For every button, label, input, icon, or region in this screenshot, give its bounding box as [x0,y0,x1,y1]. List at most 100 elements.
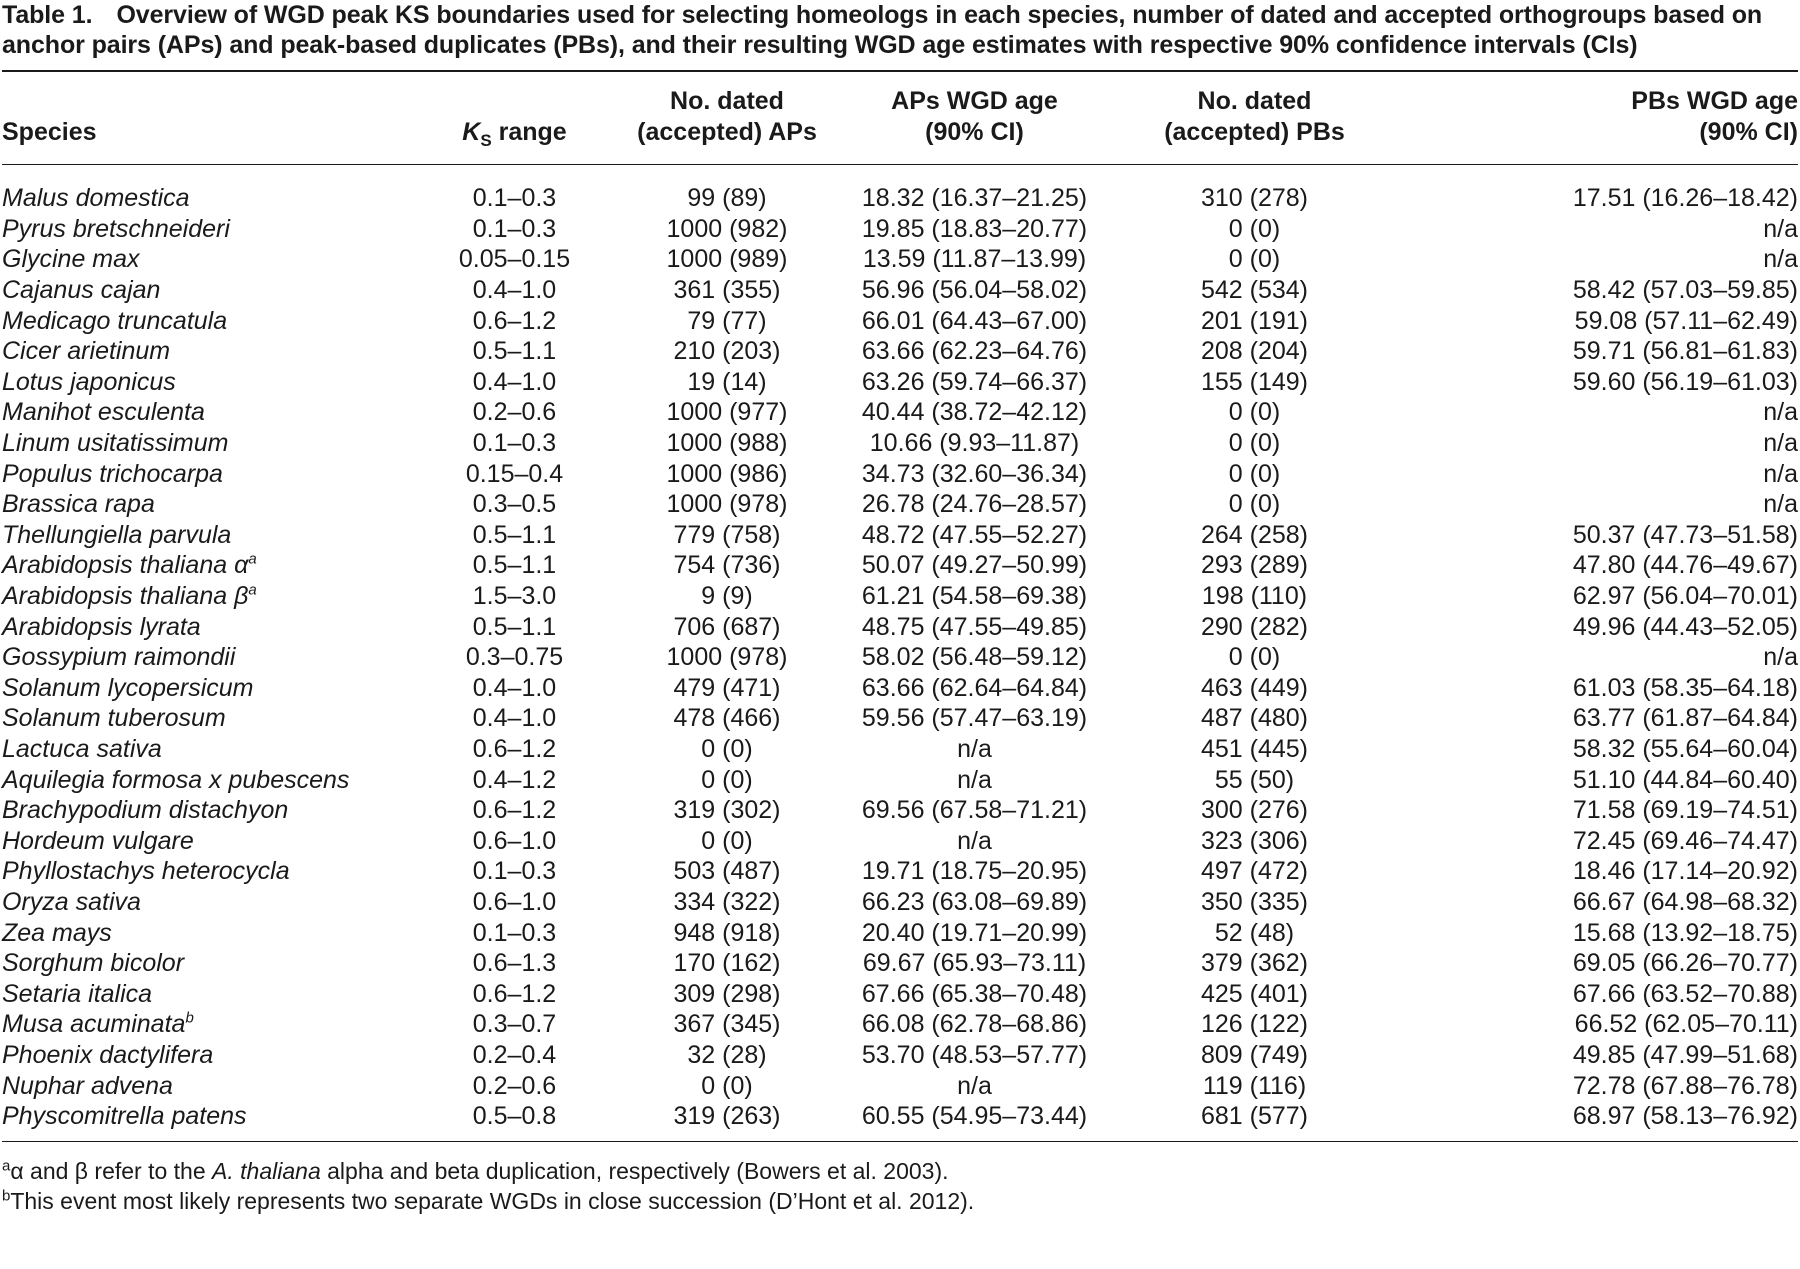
cell-aps-count: 361 (355) [673,276,781,305]
cell-pbs-count: 126 (122) [1200,1010,1309,1039]
cell-aps-count: 0 (0) [701,1071,753,1100]
cell-pbs-age: 58.32 (55.64–60.04) [1572,734,1798,763]
cell-aps-count: 99 (89) [687,184,767,213]
cell-pbs-age: 59.60 (56.19–61.03) [1572,367,1798,396]
table-row: Nuphar advena 0.2–0.6 0 (0) n/a 119 (116) 72.… [2,1070,1798,1101]
cell-pbs-age: 69.05 (66.26–70.77) [1572,949,1798,978]
cell-aps-count: 503 (487) [673,857,781,886]
cell-species: Populus trichocarpa [2,459,223,488]
cell-aps-age: 20.40 (19.71–20.99) [861,918,1088,947]
cell-species: Zea mays [2,918,112,947]
cell-pbs-age: 59.08 (57.11–62.49) [1574,306,1798,335]
cell-species: Physcomitrella patens [2,1102,247,1131]
table-row: Medicago truncatula 0.6–1.2 79 (77) 66.01 (… [2,305,1798,336]
table-row: Lotus japonicus 0.4–1.0 19 (14) 63.26 (59.7… [2,367,1798,398]
cell-aps-count: 1000 (986) [666,459,788,488]
cell-aps-count: 79 (77) [687,306,767,335]
table-row: Arabidopsis thaliana βa 1.5–3.0 9 (9) 61.21… [2,581,1798,612]
cell-pbs-age: 58.42 (57.03–59.85) [1572,276,1798,305]
cell-pbs-age: n/a [1763,245,1798,274]
cell-pbs-count: 119 (116) [1202,1071,1307,1100]
cell-aps-count: 0 (0) [701,765,753,794]
cell-aps-age: 63.66 (62.23–64.76) [861,337,1088,366]
cell-aps-age: 67.66 (65.38–70.48) [861,979,1088,1008]
cell-pbs-age: 17.51 (16.26–18.42) [1572,184,1798,213]
cell-aps-age: 59.56 (57.47–63.19) [861,704,1088,733]
cell-aps-count: 0 (0) [701,734,753,763]
cell-pbs-count: 0 (0) [1228,643,1281,672]
cell-pbs-count: 198 (110) [1201,582,1308,611]
cell-ks-range: 0.2–0.6 [472,1071,557,1100]
cell-species: Gossypium raimondii [2,643,236,672]
cell-ks-range: 0.1–0.3 [472,429,557,458]
cell-pbs-count: 0 (0) [1228,214,1281,243]
table-row: Physcomitrella patens 0.5–0.8 319 (263) 60.… [2,1101,1798,1132]
cell-pbs-age: 47.80 (44.76–49.67) [1572,551,1798,580]
cell-aps-count: 779 (758) [673,520,781,549]
cell-aps-age: 61.21 (54.58–69.38) [861,582,1088,611]
footnote-mark: b [185,1010,194,1027]
cell-pbs-age: 66.52 (62.05–70.11) [1574,1010,1798,1039]
cell-pbs-count: 0 (0) [1228,490,1281,519]
table-row: Musa acuminatab 0.3–0.7 367 (345) 66.08 (62… [2,1009,1798,1040]
cell-aps-age: n/a [957,826,992,855]
cell-aps-age: 50.07 (49.27–50.99) [861,551,1088,580]
footnotes: aα and β refer to the A. thaliana alpha … [2,1156,1798,1216]
cell-species: Solanum tuberosum [2,704,226,733]
cell-aps-count: 948 (918) [673,918,781,947]
cell-aps-age: 34.73 (32.60–36.34) [861,459,1088,488]
cell-aps-count: 9 (9) [701,582,753,611]
cell-aps-age: 69.67 (65.93–73.11) [862,949,1087,978]
cell-species: Brachypodium distachyon [2,796,289,825]
cell-species: Phyllostachys heterocycla [2,857,290,886]
cell-aps-age: 19.71 (18.75–20.95) [861,857,1088,886]
cell-aps-age: 48.72 (47.55–52.27) [861,520,1088,549]
cell-pbs-age: 63.77 (61.87–64.84) [1572,704,1798,733]
cell-aps-age: 66.08 (62.78–68.86) [861,1010,1088,1039]
table-row: Glycine max 0.05–0.15 1000 (989) 13.59 (11.… [2,244,1798,275]
cell-aps-age: 53.70 (48.53–57.77) [861,1040,1088,1069]
cell-pbs-age: 67.66 (63.52–70.88) [1572,979,1798,1008]
cell-pbs-age: n/a [1763,214,1798,243]
header-row: Species KS range No. dated (accepted) APs… [2,86,1798,149]
cell-ks-range: 0.4–1.0 [472,704,557,733]
cell-species: Cicer arietinum [2,337,171,366]
cell-species: Oryza sativa [2,887,141,916]
cell-aps-age: 18.32 (16.37–21.25) [861,184,1088,213]
cell-aps-age: 26.78 (24.76–28.57) [861,490,1088,519]
cell-aps-count: 1000 (982) [666,214,788,243]
cell-species: Pyrus bretschneideri [2,214,230,243]
cell-aps-count: 0 (0) [701,826,753,855]
cell-aps-age: 48.75 (47.55–49.85) [861,612,1088,641]
cell-ks-range: 0.5–1.1 [472,551,557,580]
cell-species: Medicago truncatula [2,306,228,335]
cell-pbs-age: 51.10 (44.84–60.40) [1572,765,1798,794]
table-row: Lactuca sativa 0.6–1.2 0 (0) n/a 451 (445) 58… [2,734,1798,765]
cell-ks-range: 0.1–0.3 [472,918,557,947]
table-row: Solanum tuberosum 0.4–1.0 478 (466) 59.56 (… [2,703,1798,734]
table-row: Aquilegia formosa x pubescens 0.4–1.2 0 (0… [2,764,1798,795]
cell-pbs-count: 487 (480) [1200,704,1309,733]
table-row: Phyllostachys heterocycla 0.1–0.3 503 (487… [2,856,1798,887]
cell-species: Lactuca sativa [2,734,162,763]
cell-ks-range: 0.4–1.0 [472,276,557,305]
cell-pbs-count: 0 (0) [1228,398,1281,427]
cell-pbs-count: 379 (362) [1200,949,1309,978]
cell-species: Hordeum vulgare [2,826,194,855]
cell-species: Arabidopsis thaliana βa [2,581,257,611]
cell-pbs-count: 350 (335) [1200,887,1309,916]
cell-aps-count: 478 (466) [673,704,781,733]
cell-aps-age: 10.66 (9.93–11.87) [869,429,1080,458]
cell-species: Phoenix dactylifera [2,1040,214,1069]
table-row: Hordeum vulgare 0.6–1.0 0 (0) n/a 323 (306) 7… [2,825,1798,856]
cell-ks-range: 0.4–1.0 [472,367,557,396]
cell-aps-count: 367 (345) [673,1010,781,1039]
table-body-block: Malus domestica 0.1–0.3 99 (89) 18.32 (16.3… [2,165,1798,1143]
cell-species: Lotus japonicus [2,367,176,396]
cell-ks-range: 0.1–0.3 [472,214,557,243]
cell-pbs-age: 68.97 (58.13–76.92) [1572,1102,1798,1131]
table-row: Zea mays 0.1–0.3 948 (918) 20.40 (19.71–20.… [2,917,1798,948]
table-row: Phoenix dactylifera 0.2–0.4 32 (28) 53.70 (… [2,1040,1798,1071]
table-row: Brachypodium distachyon 0.6–1.2 319 (302) 6… [2,795,1798,826]
table-row: Brassica rapa 0.3–0.5 1000 (978) 26.78 (24.… [2,489,1798,520]
